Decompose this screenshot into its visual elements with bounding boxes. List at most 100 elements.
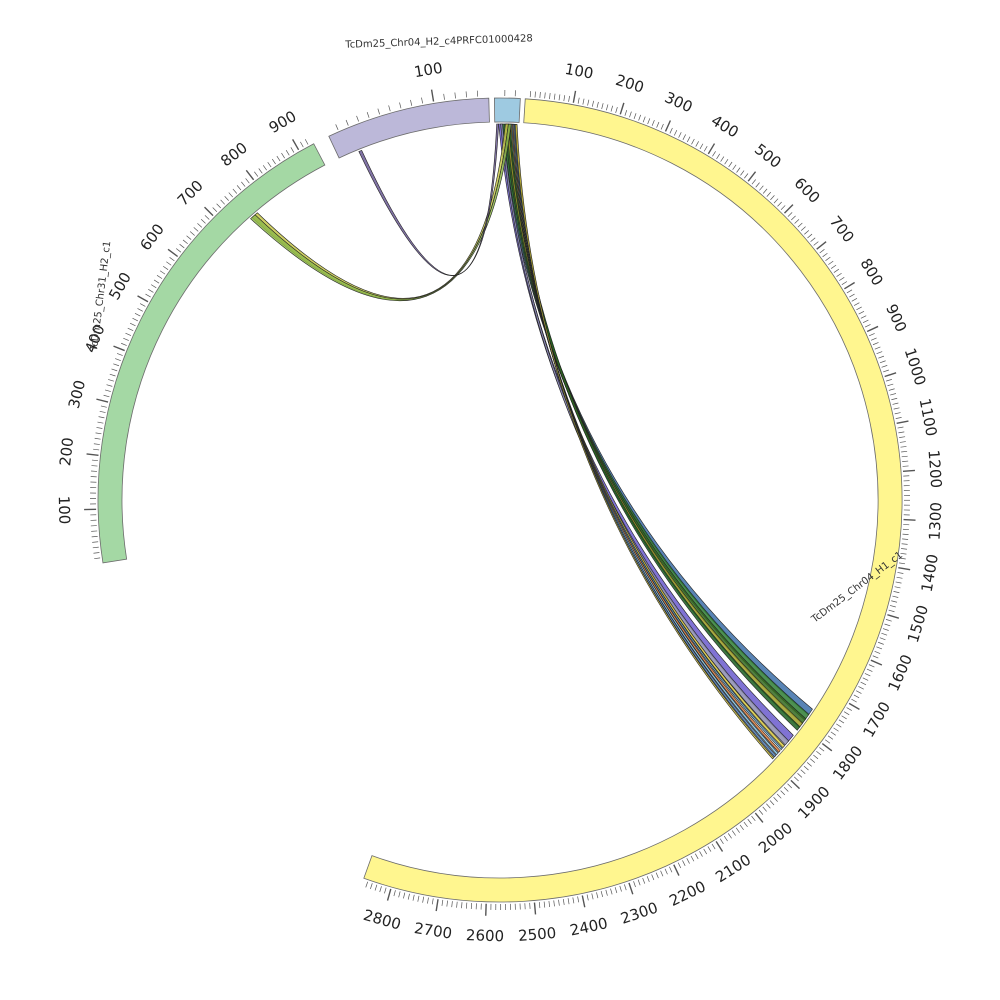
minor-tick bbox=[894, 586, 901, 589]
minor-tick bbox=[159, 270, 166, 275]
minor-tick bbox=[699, 851, 703, 857]
minor-tick bbox=[271, 158, 276, 165]
minor-tick bbox=[901, 455, 908, 458]
minor-tick bbox=[162, 265, 169, 270]
minor-tick bbox=[94, 557, 101, 560]
minor-tick bbox=[100, 405, 107, 408]
minor-tick bbox=[615, 107, 618, 114]
minor-tick bbox=[422, 896, 425, 903]
major-tick bbox=[902, 469, 916, 472]
minor-tick bbox=[686, 136, 691, 143]
minor-tick bbox=[777, 201, 782, 207]
minor-tick bbox=[901, 548, 908, 550]
minor-tick bbox=[851, 698, 857, 703]
minor-tick bbox=[868, 664, 875, 668]
minor-tick bbox=[843, 711, 850, 716]
minor-tick bbox=[804, 230, 810, 235]
minor-tick bbox=[762, 806, 767, 812]
minor-tick bbox=[780, 790, 786, 796]
minor-tick bbox=[637, 879, 641, 886]
tick-label: 1100 bbox=[916, 397, 941, 438]
minor-tick bbox=[901, 450, 908, 453]
tick-label: 400 bbox=[708, 111, 742, 141]
minor-tick bbox=[888, 609, 895, 613]
tick-label: 1600 bbox=[884, 652, 916, 694]
minor-tick bbox=[335, 124, 339, 131]
minor-tick bbox=[254, 171, 259, 177]
minor-tick bbox=[853, 694, 860, 699]
minor-tick bbox=[92, 546, 99, 549]
minor-tick bbox=[553, 900, 555, 907]
minor-tick bbox=[830, 731, 836, 736]
tick-label: 800 bbox=[217, 139, 251, 171]
major-tick bbox=[386, 888, 392, 901]
minor-tick bbox=[870, 337, 877, 341]
link-ribbon bbox=[500, 123, 790, 746]
minor-tick bbox=[655, 872, 659, 879]
tick-label: 100 bbox=[563, 60, 594, 83]
minor-tick bbox=[127, 327, 134, 331]
major-tick bbox=[848, 702, 860, 711]
minor-tick bbox=[874, 346, 881, 350]
minor-tick bbox=[610, 888, 613, 895]
minor-tick bbox=[446, 900, 448, 907]
minor-tick bbox=[797, 773, 803, 778]
minor-tick bbox=[633, 113, 637, 120]
minor-tick bbox=[856, 306, 862, 311]
minor-tick bbox=[121, 342, 127, 346]
minor-tick bbox=[577, 896, 580, 903]
minor-tick bbox=[703, 848, 708, 855]
minor-tick bbox=[166, 261, 172, 266]
minor-tick bbox=[878, 355, 885, 359]
major-tick bbox=[435, 899, 439, 912]
minor-tick bbox=[833, 268, 840, 273]
minor-tick bbox=[200, 219, 206, 224]
minor-tick bbox=[596, 892, 599, 899]
minor-tick bbox=[747, 818, 752, 825]
minor-tick bbox=[125, 332, 132, 336]
minor-tick bbox=[642, 116, 646, 123]
minor-tick bbox=[819, 249, 825, 254]
minor-tick bbox=[179, 243, 185, 249]
minor-tick bbox=[682, 860, 686, 866]
minor-tick bbox=[691, 138, 695, 145]
major-tick bbox=[870, 659, 883, 666]
minor-tick bbox=[882, 628, 889, 631]
minor-tick bbox=[893, 407, 900, 410]
tick-label: 1300 bbox=[926, 502, 946, 541]
minor-tick bbox=[558, 899, 560, 906]
minor-tick bbox=[682, 134, 686, 140]
minor-tick bbox=[751, 815, 756, 822]
minor-tick bbox=[304, 139, 309, 145]
link-ribbon bbox=[514, 123, 775, 760]
minor-tick bbox=[827, 735, 834, 740]
minor-tick bbox=[91, 459, 98, 462]
minor-tick bbox=[800, 769, 806, 774]
minor-tick bbox=[132, 317, 139, 322]
minor-tick bbox=[591, 100, 594, 107]
minor-tick bbox=[568, 95, 570, 102]
minor-tick bbox=[858, 686, 864, 690]
minor-tick bbox=[186, 235, 192, 240]
minor-tick bbox=[806, 762, 812, 767]
minor-tick bbox=[664, 868, 668, 875]
minor-tick bbox=[228, 192, 233, 198]
minor-tick bbox=[412, 894, 415, 901]
minor-tick bbox=[884, 623, 891, 627]
minor-tick bbox=[276, 155, 281, 162]
minor-tick bbox=[736, 167, 741, 173]
minor-tick bbox=[727, 833, 732, 839]
tick-label: 200 bbox=[613, 71, 646, 97]
minor-tick bbox=[139, 303, 146, 307]
tick-label: 700 bbox=[826, 212, 858, 246]
minor-tick bbox=[881, 632, 888, 636]
minor-tick bbox=[891, 600, 898, 603]
minor-tick bbox=[175, 248, 182, 253]
major-tick bbox=[572, 90, 577, 103]
minor-tick bbox=[728, 161, 733, 168]
minor-tick bbox=[94, 437, 101, 440]
minor-tick bbox=[407, 893, 410, 900]
minor-tick bbox=[862, 677, 869, 681]
minor-tick bbox=[723, 835, 728, 842]
minor-tick bbox=[824, 739, 831, 744]
